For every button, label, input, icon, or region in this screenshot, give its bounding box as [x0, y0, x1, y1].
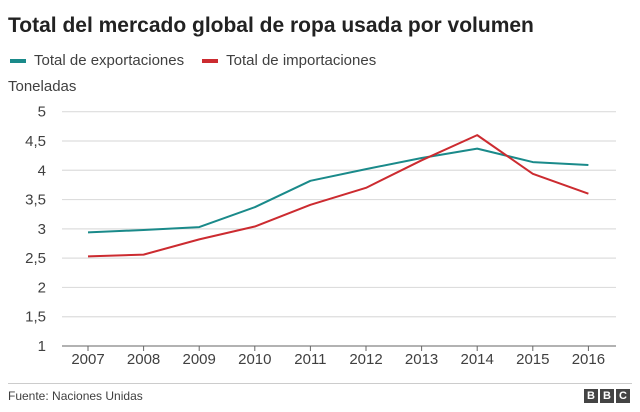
series-line-imports	[87, 134, 589, 258]
bbc-logo-letter: C	[616, 389, 630, 403]
y-tick-label: 4	[38, 162, 46, 179]
legend-item-exports: Total de exportaciones	[10, 52, 184, 69]
y-tick-label: 5	[38, 104, 46, 121]
legend-swatch-exports	[10, 58, 26, 63]
legend: Total de exportaciones Total de importac…	[10, 52, 376, 69]
x-tick-label: 2010	[238, 351, 271, 368]
x-tick-label: 2016	[572, 351, 605, 368]
y-tick-label: 4,5	[25, 133, 46, 150]
y-axis-label: Toneladas	[8, 78, 77, 95]
bbc-logo: B B C	[584, 389, 630, 403]
x-tick-label: 2009	[183, 351, 216, 368]
source-note: Fuente: Naciones Unidas	[8, 389, 143, 403]
y-tick-label: 2,5	[25, 250, 46, 267]
legend-swatch-imports	[202, 58, 219, 63]
bbc-logo-letter: B	[600, 389, 614, 403]
y-tick-label: 3,5	[25, 192, 46, 209]
footer-divider	[8, 383, 632, 384]
x-tick-label: 2011	[294, 351, 326, 368]
x-tick-label: 2012	[349, 351, 382, 368]
x-tick-label: 2008	[127, 351, 160, 368]
y-tick-label: 3	[38, 221, 46, 238]
y-tick-label: 1	[38, 338, 46, 355]
bbc-logo-letter: B	[584, 389, 598, 403]
x-tick-label: 2007	[71, 351, 104, 368]
legend-item-imports: Total de importaciones	[202, 52, 376, 69]
y-tick-label: 2	[38, 279, 46, 296]
x-tick-label: 2014	[461, 351, 494, 368]
x-tick-label: 2013	[405, 351, 438, 368]
legend-label-imports: Total de importaciones	[226, 52, 377, 69]
x-tick-label: 2015	[516, 351, 549, 368]
legend-label-exports: Total de exportaciones	[34, 52, 185, 69]
y-tick-label: 1,5	[25, 309, 46, 326]
chart-title: Total del mercado global de ropa usada p…	[8, 14, 534, 37]
